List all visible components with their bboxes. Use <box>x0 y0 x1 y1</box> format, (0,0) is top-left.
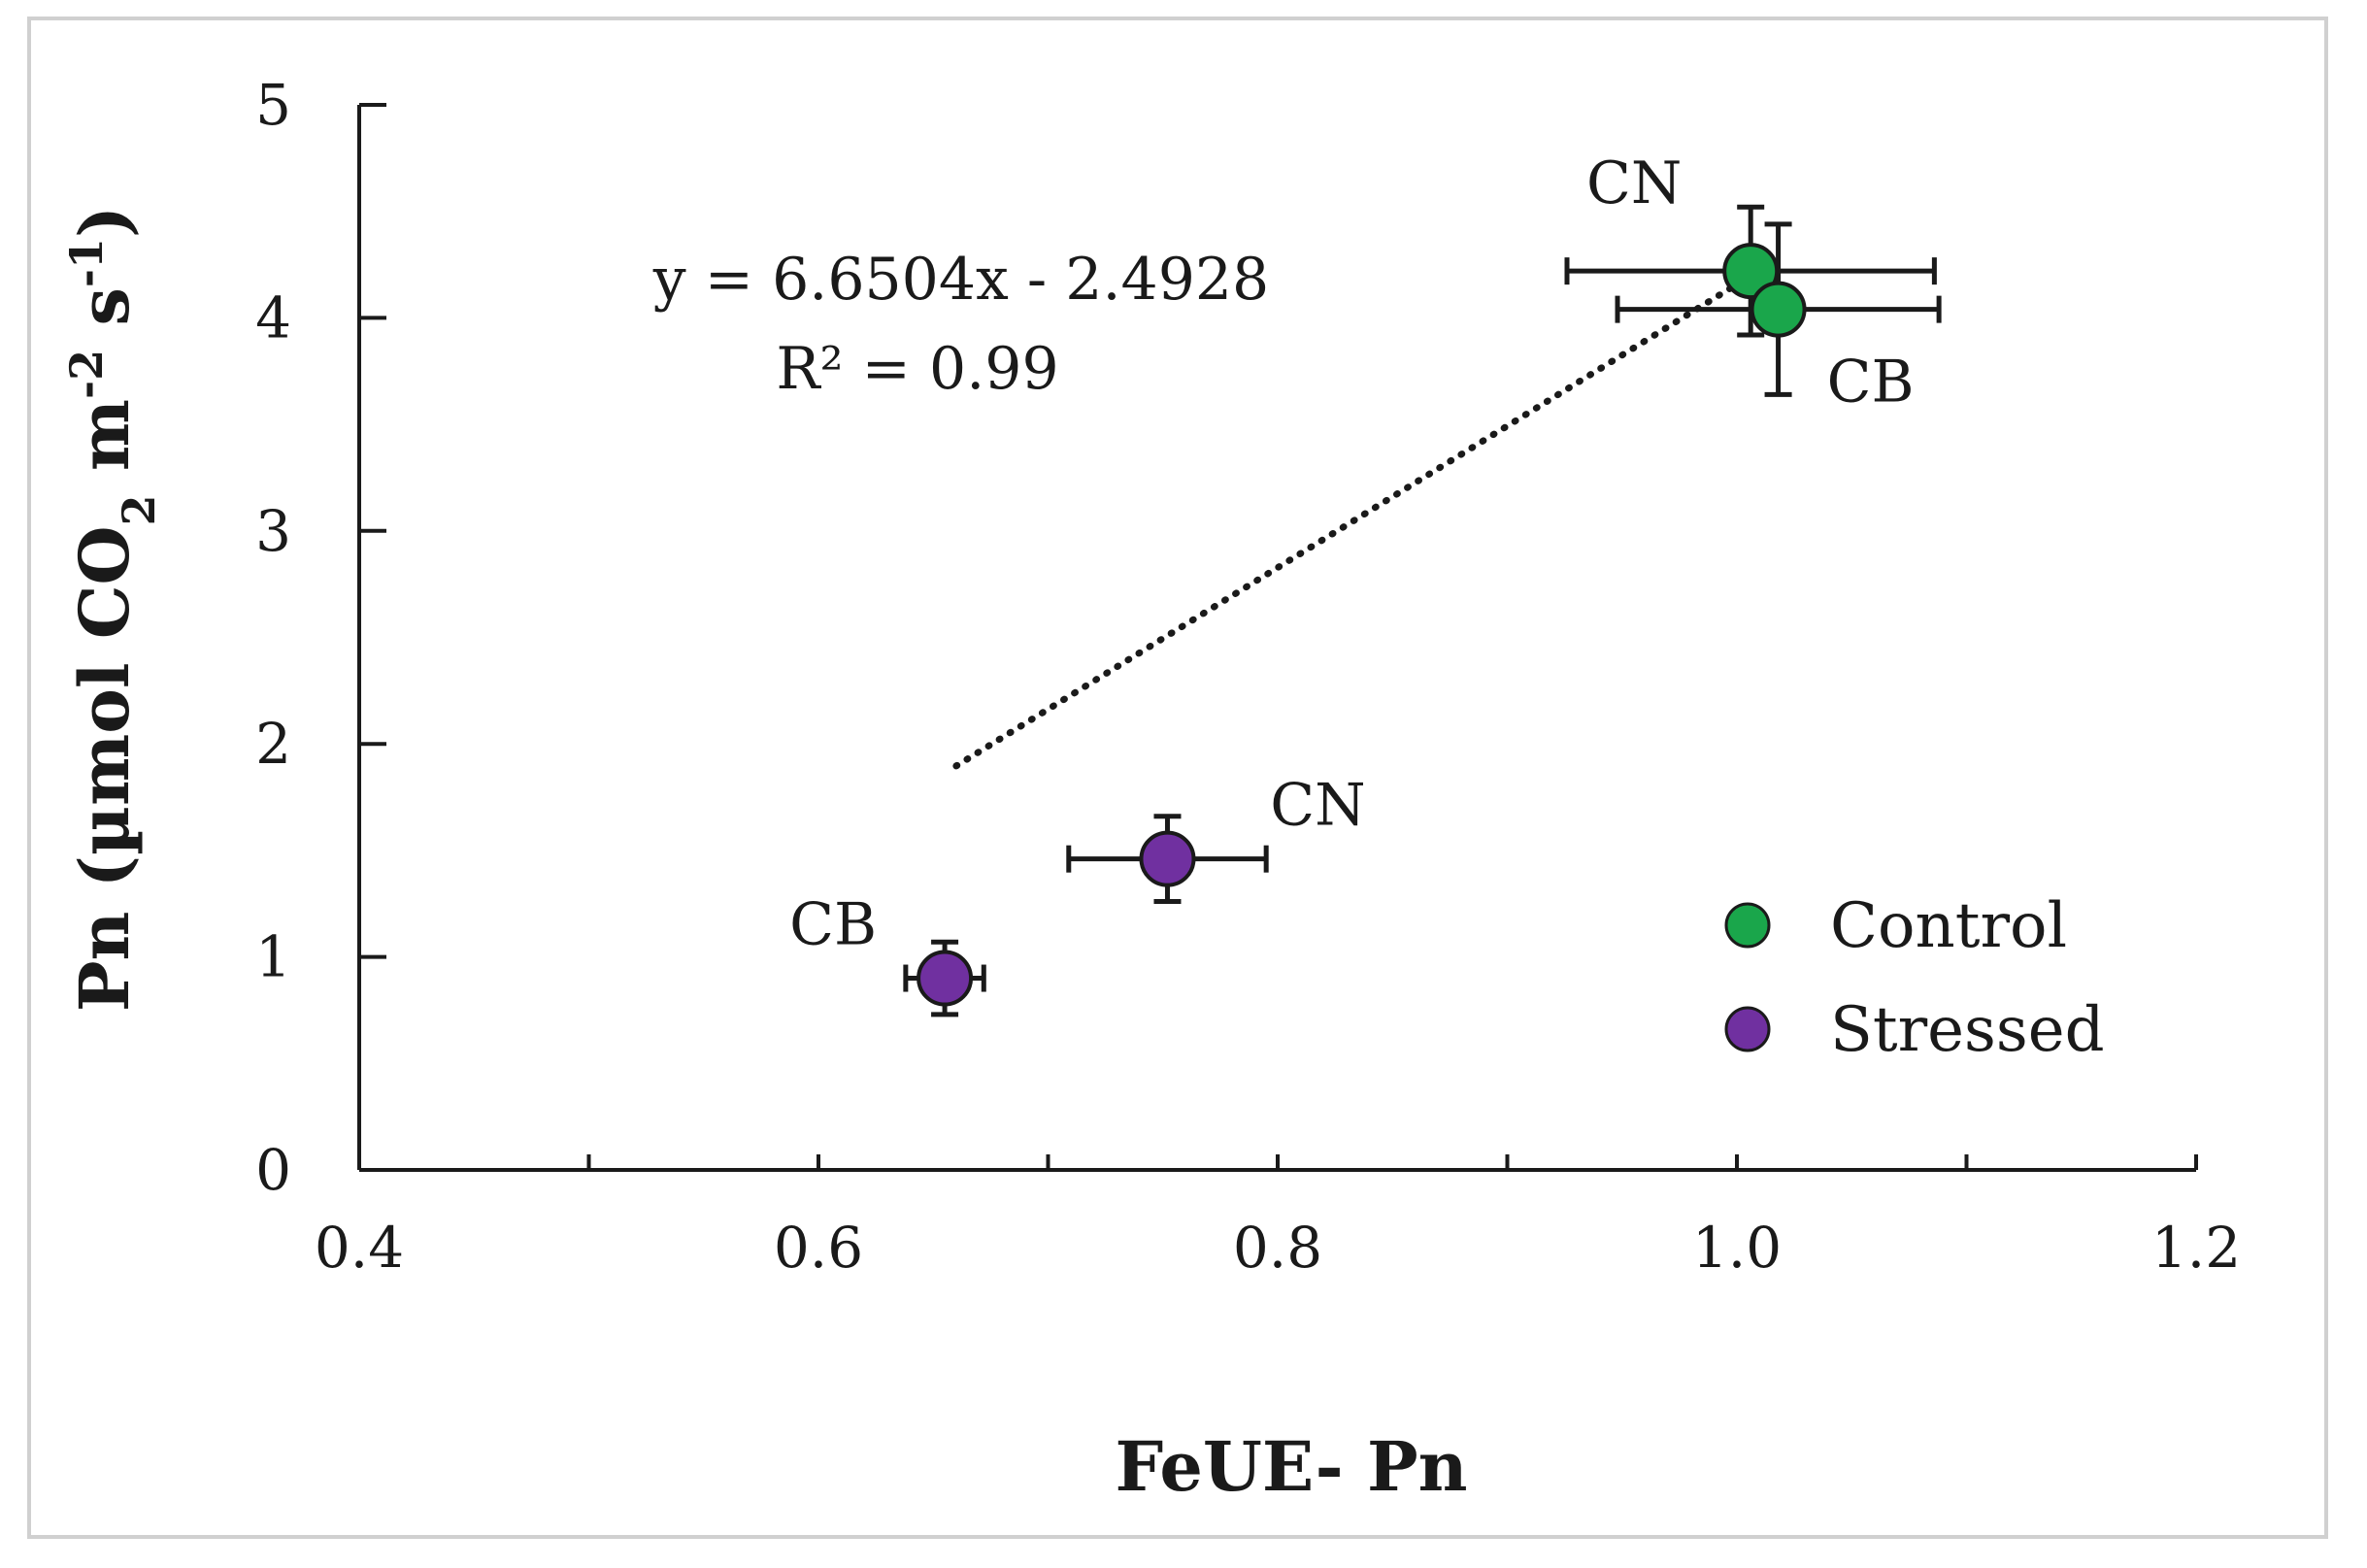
y-tick-label-5: 5 <box>255 72 291 138</box>
y-axis-title-m-sup: -2 <box>60 350 113 399</box>
series-0-point-1-marker <box>1750 281 1807 338</box>
series-0-point-1-label: CB <box>1827 349 1915 417</box>
x-axis-title: FeUE- Pn <box>1115 1426 1467 1507</box>
x-tick-label-1: 0.6 <box>774 1215 863 1281</box>
series-1-point-0-label: CN <box>1270 772 1365 840</box>
point-labels: CN CB CN CB <box>789 150 1914 958</box>
y-tick-label-2: 2 <box>255 711 291 777</box>
y-tick-label-0: 0 <box>255 1137 291 1203</box>
y-axis-title-suffix: ) <box>64 206 145 238</box>
x-tick-label-2: 0.8 <box>1233 1215 1322 1281</box>
legend-label-control: Control <box>1830 890 2067 962</box>
trendline-group <box>952 272 1754 770</box>
y-tick-label-1: 1 <box>255 924 291 990</box>
y-tick-label-3: 3 <box>255 498 291 564</box>
x-ticks: 0.4 0.6 0.8 1.0 1.2 <box>315 1154 2241 1281</box>
y-axis-title-co2-sub: 2 <box>113 494 165 525</box>
trendline <box>952 272 1754 770</box>
legend: Control Stressed <box>1724 890 2105 1066</box>
y-axis-title-prefix: Pn (µmol CO <box>64 525 145 1012</box>
series-1-point-1-label: CB <box>789 891 877 959</box>
data-points <box>903 204 1942 1018</box>
x-tick-label-0: 0.4 <box>315 1215 404 1281</box>
y-axis-title-s-sup: -1 <box>60 238 113 287</box>
y-ticks: 0 1 2 3 4 5 <box>255 72 386 1203</box>
x-tick-label-4: 1.2 <box>2151 1215 2241 1281</box>
series-1-point-1-marker <box>917 950 974 1007</box>
y-axis-title-s: s <box>64 287 145 350</box>
figure-frame <box>27 17 2328 1539</box>
legend-marker-control <box>1724 902 1771 949</box>
legend-label-stressed: Stressed <box>1830 994 2105 1066</box>
y-axis-title-m: m <box>64 399 145 494</box>
series-0-point-0-label: CN <box>1586 150 1682 217</box>
equation-annotation: y = 6.6504x - 2.4928 <box>652 246 1269 314</box>
legend-marker-stressed <box>1724 1006 1771 1052</box>
y-axis-title: Pn (µmol CO2 m-2 s-1) <box>60 206 165 1012</box>
y-tick-label-4: 4 <box>255 284 291 350</box>
x-tick-label-3: 1.0 <box>1692 1215 1782 1281</box>
series-1-point-0-marker <box>1139 830 1196 887</box>
r2-annotation: R² = 0.99 <box>776 335 1058 403</box>
